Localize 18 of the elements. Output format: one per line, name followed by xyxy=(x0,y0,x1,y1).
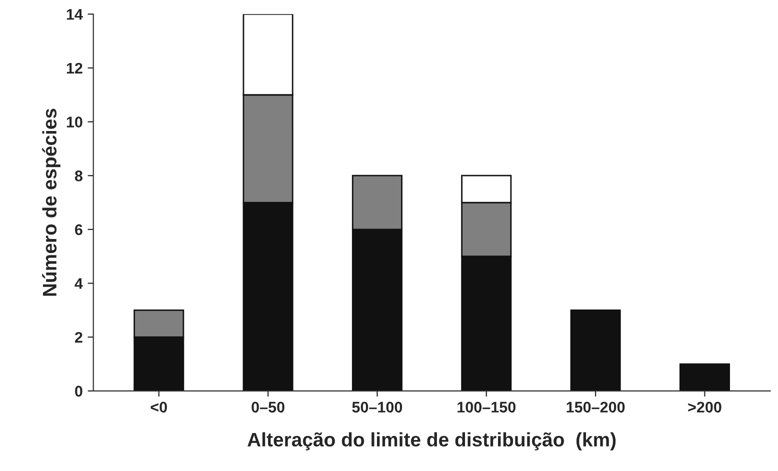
y-tick-label: 8 xyxy=(74,170,82,182)
x-tick-label: 100–150 xyxy=(458,402,516,413)
x-tick-label: 0–50 xyxy=(252,402,284,413)
y-tick-label: 4 xyxy=(74,278,83,289)
y-tick-label: 12 xyxy=(66,62,82,74)
bar xyxy=(570,309,621,391)
y-tick-label: 2 xyxy=(74,332,82,343)
y-axis-title: Número de espécies xyxy=(42,108,60,296)
bar xyxy=(679,363,730,391)
y-tick-label: 10 xyxy=(66,116,82,128)
x-tick-label: >200 xyxy=(688,402,722,413)
x-tick-label: <0 xyxy=(150,402,167,413)
x-tick-label: 150–200 xyxy=(566,402,625,413)
y-tick-label: 6 xyxy=(75,224,82,236)
x-tick-label: 50–100 xyxy=(352,402,402,413)
y-tick-label: 0 xyxy=(75,386,82,397)
x-axis-title: Alteração do limite de distribuição (km) xyxy=(248,432,616,450)
y-tick-label: 14 xyxy=(66,9,83,20)
